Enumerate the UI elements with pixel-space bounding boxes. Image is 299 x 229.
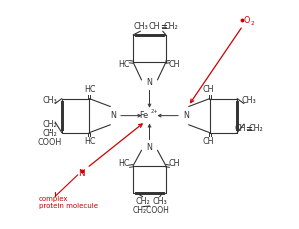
Text: HC: HC: [85, 85, 96, 94]
Text: CH₂: CH₂: [43, 120, 57, 129]
Text: N: N: [147, 143, 152, 152]
Text: O: O: [243, 16, 250, 25]
Text: HC: HC: [85, 137, 96, 146]
Text: CH: CH: [169, 60, 180, 69]
Text: CH₂: CH₂: [135, 197, 150, 206]
Text: CH₃: CH₃: [152, 197, 167, 206]
Text: N: N: [78, 169, 84, 178]
Text: N: N: [183, 111, 189, 120]
Text: HC: HC: [119, 60, 130, 69]
Text: 2+: 2+: [151, 109, 158, 114]
Text: CH: CH: [203, 137, 214, 146]
Text: COOH: COOH: [38, 138, 62, 147]
Text: CH₃: CH₃: [43, 96, 57, 105]
Text: Fe: Fe: [139, 111, 148, 120]
Text: CH: CH: [235, 124, 246, 133]
Text: =: =: [245, 124, 251, 133]
Text: CH₃: CH₃: [242, 96, 256, 105]
Text: CH: CH: [203, 85, 214, 94]
Text: CH: CH: [169, 159, 180, 168]
Text: protein molecule: protein molecule: [39, 202, 98, 209]
Text: =: =: [160, 22, 167, 31]
Text: N: N: [110, 111, 116, 120]
Text: HC: HC: [119, 159, 130, 168]
Text: 2: 2: [250, 21, 254, 26]
Text: CH₂COOH: CH₂COOH: [132, 206, 169, 215]
Text: CH₂: CH₂: [249, 124, 263, 133]
Text: CH: CH: [149, 22, 161, 31]
Text: CH₂: CH₂: [43, 129, 57, 138]
Text: complex: complex: [39, 196, 68, 202]
Text: N: N: [147, 78, 152, 87]
Text: CH₃: CH₃: [133, 22, 148, 31]
Text: CH₂: CH₂: [164, 22, 179, 31]
